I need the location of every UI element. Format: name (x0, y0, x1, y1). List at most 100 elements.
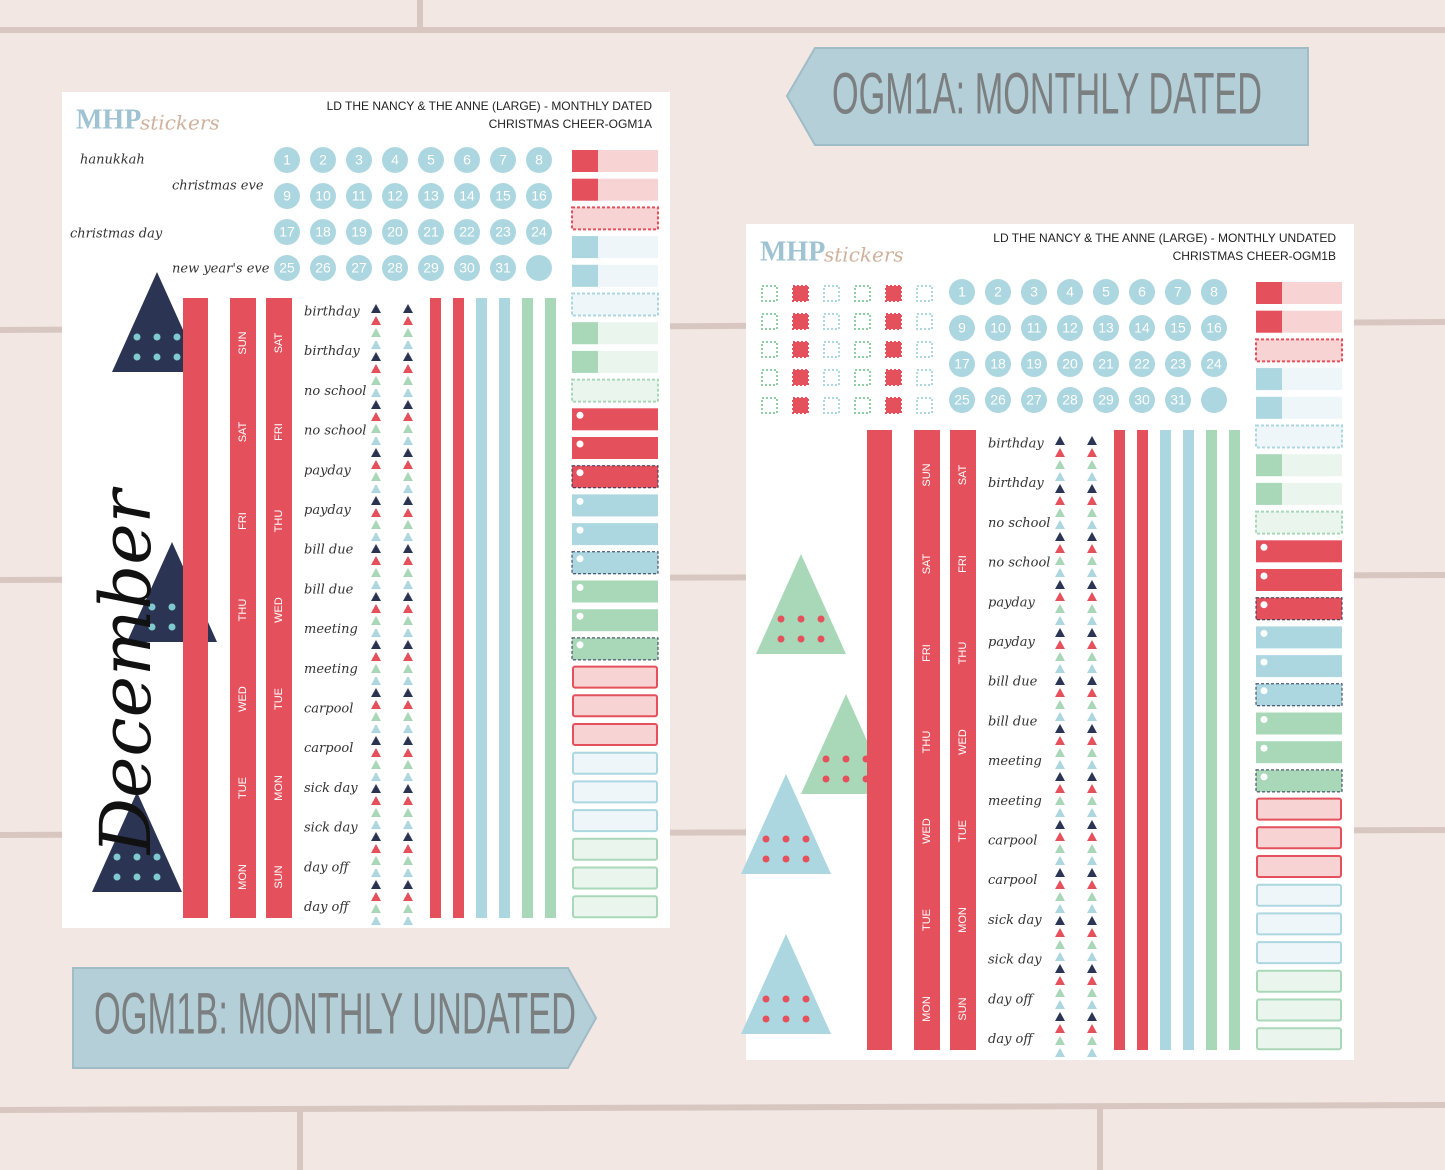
event-label: payday (988, 635, 1035, 650)
pattern-tree (1055, 616, 1065, 625)
date-circle (1057, 351, 1083, 377)
date-circle (490, 255, 516, 281)
sheet-subtitle: CHRISTMAS CHEER-OGM1B (1173, 249, 1336, 263)
date-circle (274, 255, 300, 281)
checkbox-sticker (823, 285, 840, 302)
date-circle (1093, 315, 1119, 341)
event-label: no school (988, 516, 1050, 531)
tree-dot (817, 635, 825, 643)
pattern-tree (371, 808, 381, 817)
pattern-tree (1087, 568, 1097, 577)
checkbox-sticker (854, 369, 871, 386)
weekday-label: WED (957, 729, 969, 755)
pattern-tree (1087, 496, 1097, 505)
event-label: birthday (304, 344, 360, 359)
date-number: 16 (531, 188, 547, 204)
pattern-tree (403, 664, 413, 673)
pattern-tree (1087, 556, 1097, 565)
date-circle (418, 183, 444, 209)
pattern-tree (1055, 916, 1065, 925)
pattern-tree (371, 844, 381, 853)
event-label: sick day (304, 781, 358, 796)
weekday-label: MON (273, 775, 285, 801)
box-hole (1260, 629, 1268, 637)
box-sticker (572, 751, 658, 775)
weekday-label: THU (273, 510, 285, 533)
checkbox-sticker (885, 369, 902, 386)
event-label: sick day (988, 953, 1042, 968)
pattern-tree (1087, 880, 1097, 889)
box-sticker (571, 551, 659, 575)
weekday-strip (230, 298, 256, 918)
date-number: 5 (1102, 284, 1110, 300)
event-label: bill due (988, 714, 1038, 729)
pattern-tree (1055, 484, 1065, 493)
weekday-strip (914, 430, 940, 1050)
tree-dot (802, 835, 810, 843)
date-circle (1165, 351, 1191, 377)
box-sticker (572, 723, 658, 746)
sheet-subtitle: CHRISTMAS CHEER-OGM1A (489, 117, 652, 131)
box-accent (1256, 368, 1282, 391)
pattern-tree (1087, 820, 1097, 829)
checkbox-sticker (761, 313, 778, 330)
weekday-label: WED (237, 686, 249, 712)
tree-dot (153, 353, 161, 361)
pattern-tree (403, 880, 413, 889)
tree-dot (153, 873, 161, 881)
date-number: 21 (1098, 356, 1114, 372)
pattern-tree (403, 712, 413, 721)
box-accent (1256, 310, 1282, 333)
box-hole (1260, 658, 1268, 666)
pattern-tree (1055, 556, 1065, 565)
date-number: 29 (423, 260, 439, 276)
checkbox-sticker (885, 341, 902, 358)
date-circle (949, 315, 975, 341)
box-sticker (572, 837, 658, 861)
date-number: 6 (463, 152, 471, 168)
box-accent (572, 150, 598, 172)
thin-strip (522, 298, 533, 918)
pattern-tree (371, 544, 381, 553)
pattern-tree (403, 496, 413, 505)
pattern-tree (1055, 1048, 1065, 1057)
pattern-tree (403, 640, 413, 649)
pattern-tree (371, 424, 381, 433)
pattern-tree (403, 796, 413, 805)
checkbox-sticker (792, 397, 809, 414)
box-hole (576, 526, 584, 534)
box-accent (572, 350, 598, 373)
pattern-tree (1055, 772, 1065, 781)
tree-dot (842, 775, 850, 783)
checkbox-sticker (761, 397, 778, 414)
pattern-tree (1087, 616, 1097, 625)
pattern-tree (403, 724, 413, 733)
pattern-tree (403, 832, 413, 841)
pattern-tree (1055, 448, 1065, 457)
box-hole (576, 584, 584, 591)
tree-dot (782, 995, 790, 1003)
pattern-tree (403, 892, 413, 901)
date-number: 31 (1170, 392, 1186, 408)
weekday-label: SAT (237, 421, 249, 442)
pattern-tree (403, 436, 413, 445)
date-number: 10 (990, 320, 1006, 336)
date-number: 26 (990, 392, 1006, 408)
date-circle (1201, 315, 1227, 341)
pattern-tree (1087, 436, 1097, 445)
tree-dot (168, 623, 176, 631)
pattern-tree (403, 328, 413, 337)
date-number: 22 (459, 224, 475, 240)
weekday-label: WED (273, 597, 285, 623)
date-circle (1201, 279, 1227, 305)
pattern-tree (1087, 928, 1097, 937)
box-sticker (572, 609, 658, 632)
event-label: day off (988, 992, 1035, 1007)
pattern-tree (1055, 640, 1065, 649)
checkbox-sticker (854, 397, 871, 414)
date-circle (1129, 279, 1155, 305)
checkbox-sticker (823, 369, 840, 386)
event-label: day off (304, 860, 351, 875)
pattern-tree (1087, 736, 1097, 745)
weekday-label: SUN (921, 463, 933, 486)
